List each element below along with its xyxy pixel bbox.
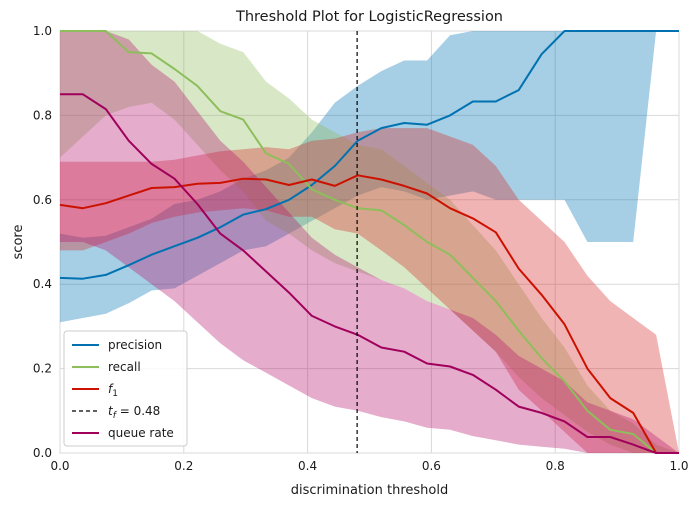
y-tick-label: 0.6 xyxy=(33,193,52,207)
x-tick-label: 1.0 xyxy=(669,459,688,473)
y-axis-label: score xyxy=(11,225,26,260)
x-tick-label: 0.4 xyxy=(298,459,317,473)
y-tick-label: 1.0 xyxy=(33,24,52,38)
series-line-precision xyxy=(59,30,679,280)
legend-label-recall: recall xyxy=(108,360,141,374)
legend-label-queue-rate: queue rate xyxy=(108,426,174,440)
x-tick-label: 0.0 xyxy=(50,459,69,473)
series-line-recall xyxy=(60,30,679,454)
band-recall xyxy=(60,31,679,453)
x-tick-label: 0.8 xyxy=(546,459,565,473)
series-line-queue-rate xyxy=(60,93,679,454)
series-line-f1 xyxy=(59,174,679,454)
x-tick-label: 0.2 xyxy=(174,459,193,473)
legend-label-f1: f1 xyxy=(108,382,118,399)
x-axis-label: discrimination threshold xyxy=(291,483,448,498)
legend-label-precision: precision xyxy=(108,338,162,352)
tick-labels: 0.0 0.2 0.4 0.6 0.8 1.0 0.0 0.2 0.4 0.6 0.8 1.0 xyxy=(33,24,689,473)
x-tick-label: 0.6 xyxy=(422,459,441,473)
legend: precision recall f1 tf = 0.48 queue rate xyxy=(63,330,188,447)
legend-box xyxy=(63,330,188,447)
series-lines xyxy=(59,30,679,454)
band-queue-rate xyxy=(60,31,679,453)
chart-title: Threshold Plot for LogisticRegression xyxy=(235,9,503,25)
y-tick-label: 0.2 xyxy=(33,362,52,376)
grid xyxy=(59,30,680,454)
y-tick-label: 0.0 xyxy=(33,446,52,460)
y-tick-label: 0.4 xyxy=(33,277,52,291)
y-tick-label: 0.8 xyxy=(33,108,52,122)
band-f1 xyxy=(60,128,679,453)
legend-label-threshold: tf = 0.48 xyxy=(108,404,160,421)
